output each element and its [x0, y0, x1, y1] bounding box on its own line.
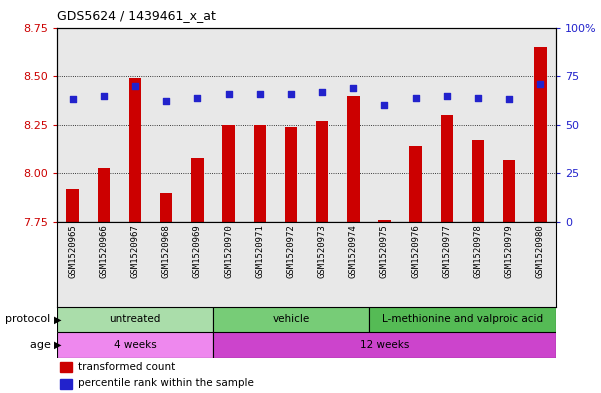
Text: GSM1520971: GSM1520971: [255, 224, 264, 278]
Bar: [254, 125, 266, 222]
Point: [535, 81, 545, 87]
Text: GSM1520965: GSM1520965: [68, 224, 77, 278]
Bar: [472, 140, 484, 222]
Text: 4 weeks: 4 weeks: [114, 340, 156, 350]
Bar: [67, 189, 79, 222]
Text: GSM1520979: GSM1520979: [505, 224, 514, 278]
Point: [317, 88, 327, 95]
Text: GSM1520976: GSM1520976: [411, 224, 420, 278]
Bar: [59, 379, 72, 389]
Text: GSM1520968: GSM1520968: [162, 224, 171, 278]
Text: L-methionine and valproic acid: L-methionine and valproic acid: [382, 314, 543, 324]
Text: GSM1520967: GSM1520967: [130, 224, 139, 278]
Point: [380, 102, 389, 108]
Bar: [213, 332, 556, 358]
Point: [504, 96, 514, 103]
Point: [130, 83, 140, 89]
Bar: [213, 307, 369, 332]
Point: [192, 94, 202, 101]
Text: GSM1520977: GSM1520977: [442, 224, 451, 278]
Text: GSM1520969: GSM1520969: [193, 224, 202, 278]
Bar: [97, 167, 110, 222]
Text: GSM1520974: GSM1520974: [349, 224, 358, 278]
Bar: [369, 307, 556, 332]
Text: 12 weeks: 12 weeks: [360, 340, 409, 350]
Point: [442, 92, 451, 99]
Text: age: age: [29, 340, 54, 350]
Text: protocol: protocol: [5, 314, 54, 324]
Bar: [57, 332, 213, 358]
Point: [68, 96, 78, 103]
Point: [411, 94, 421, 101]
Bar: [285, 127, 297, 222]
Text: GSM1520970: GSM1520970: [224, 224, 233, 278]
Text: transformed count: transformed count: [78, 362, 175, 372]
Text: GSM1520980: GSM1520980: [536, 224, 545, 278]
Bar: [503, 160, 516, 222]
Bar: [222, 125, 235, 222]
Bar: [409, 146, 422, 222]
Text: untreated: untreated: [109, 314, 160, 324]
Point: [162, 98, 171, 105]
Text: GSM1520975: GSM1520975: [380, 224, 389, 278]
Point: [473, 94, 483, 101]
Point: [349, 84, 358, 91]
Point: [99, 92, 109, 99]
Text: GSM1520972: GSM1520972: [287, 224, 296, 278]
Text: GSM1520973: GSM1520973: [317, 224, 326, 278]
Bar: [191, 158, 204, 222]
Text: vehicle: vehicle: [272, 314, 310, 324]
Bar: [316, 121, 328, 222]
Bar: [160, 193, 172, 222]
Text: GSM1520966: GSM1520966: [99, 224, 108, 278]
Point: [255, 90, 264, 97]
Bar: [129, 78, 141, 222]
Point: [286, 90, 296, 97]
Text: ▶: ▶: [54, 340, 61, 350]
Text: GDS5624 / 1439461_x_at: GDS5624 / 1439461_x_at: [57, 9, 216, 22]
Bar: [57, 307, 213, 332]
Bar: [347, 95, 359, 222]
Text: GSM1520978: GSM1520978: [474, 224, 483, 278]
Bar: [441, 115, 453, 222]
Text: percentile rank within the sample: percentile rank within the sample: [78, 378, 254, 388]
Text: ▶: ▶: [54, 314, 61, 324]
Bar: [378, 220, 391, 222]
Point: [224, 90, 233, 97]
Bar: [534, 47, 546, 222]
Bar: [59, 362, 72, 372]
